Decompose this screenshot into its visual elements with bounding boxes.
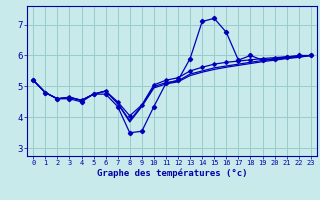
X-axis label: Graphe des températures (°c): Graphe des températures (°c) xyxy=(97,169,247,178)
